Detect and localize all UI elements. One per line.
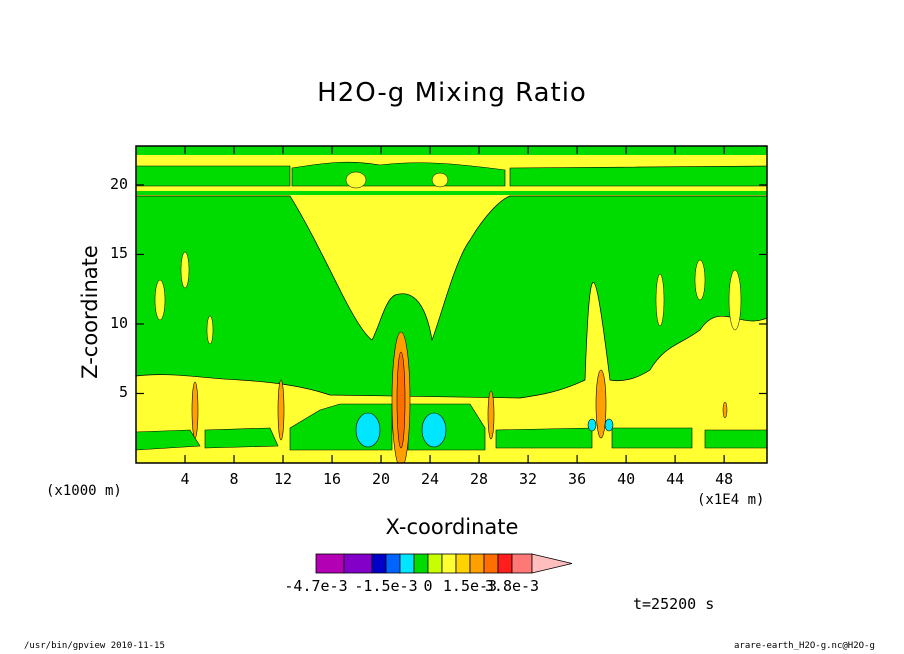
colorbar-box: [371, 553, 387, 574]
blob-2: [180, 251, 190, 289]
y-tick-label: 15: [109, 244, 128, 263]
colorbar-label: -4.7e-3: [284, 577, 348, 595]
low-strip-1: [136, 429, 201, 451]
chart-title: H2O-g Mixing Ratio: [317, 78, 587, 108]
x-unit-note: (x1000 m): [46, 483, 122, 499]
x-scale-note: (x1E4 m): [697, 492, 765, 508]
low-strip-5: [495, 427, 593, 449]
band-upper-center: [291, 161, 506, 187]
blob-4: [655, 273, 665, 327]
low-strip-6: [611, 427, 693, 449]
x-tick-label: 48: [715, 470, 734, 488]
blob-6: [728, 269, 742, 331]
cyan-pocket-3: [587, 418, 597, 432]
y-tick-label: 5: [118, 383, 128, 402]
axis-ticks: [136, 146, 767, 463]
cyan-pocket-4: [604, 418, 614, 432]
colorbar-label: 0: [423, 577, 433, 595]
plot-frame: [135, 145, 768, 464]
x-tick-label: 8: [229, 470, 239, 488]
green-body: [136, 195, 767, 399]
colorbar-box: [399, 553, 415, 574]
colorbar-box: [455, 553, 471, 574]
colorbar-box: [441, 553, 457, 574]
x-tick-label: 20: [372, 470, 391, 488]
colorbar-box: [497, 553, 513, 574]
band-upper-left: [136, 165, 291, 187]
colorbar-box: [483, 553, 499, 574]
plume-x12: [277, 379, 285, 441]
colorbar-box: [385, 553, 401, 574]
blob-5: [694, 259, 706, 301]
colorbar-box: [413, 553, 429, 574]
low-strip-2: [204, 427, 279, 449]
colorbar: [315, 553, 573, 574]
cyan-pocket-1: [355, 412, 381, 448]
colorbar-label: 3.8e-3: [484, 577, 540, 595]
x-tick-label: 24: [421, 470, 440, 488]
x-tick-label: 16: [323, 470, 342, 488]
x-tick-label: 12: [273, 470, 293, 488]
plume-x38: [595, 369, 607, 439]
cyan-pocket-2: [421, 412, 447, 448]
x-tick-label: 44: [666, 470, 685, 488]
band-upper-right: [509, 165, 767, 187]
blob-7: [345, 171, 367, 189]
plume-center-inner: [396, 351, 406, 449]
blob-3: [206, 315, 214, 345]
low-strip-4: [407, 403, 486, 451]
band-top: [136, 146, 767, 155]
contour-field: [136, 146, 767, 463]
colorbar-label: -1.5e-3: [354, 577, 418, 595]
colorbar-extend-arrow: [531, 553, 573, 574]
y-tick-label: 10: [109, 313, 128, 332]
colorbar-box: [469, 553, 485, 574]
blob-9: [722, 401, 728, 419]
x-tick-label: 28: [470, 470, 489, 488]
band-thin: [136, 191, 767, 195]
colorbar-box: [511, 553, 533, 574]
x-tick-label: 32: [519, 470, 538, 488]
plume-x29: [487, 390, 495, 440]
footer-right: arare-earth_H2O-g.nc@H2O-g: [734, 641, 875, 651]
colorbar-box: [427, 553, 443, 574]
x-tick-label: 40: [617, 470, 636, 488]
blob-1: [154, 279, 166, 321]
y-tick-label: 20: [109, 174, 128, 193]
low-strip-7: [704, 429, 767, 449]
x-axis-label: X-coordinate: [385, 515, 519, 539]
colorbar-label: 1.5e-3: [442, 577, 498, 595]
x-tick-label: 4: [180, 470, 190, 488]
colorbar-box: [343, 553, 373, 574]
plume-x5: [191, 381, 199, 439]
time-annotation: t=25200 s: [633, 595, 715, 613]
footer-left: /usr/bin/gpview 2010-11-15: [24, 641, 165, 651]
blob-8: [431, 172, 449, 188]
x-tick-label: 36: [568, 470, 587, 488]
y-axis-label: Z-coordinate: [78, 245, 102, 379]
colorbar-box: [315, 553, 345, 574]
